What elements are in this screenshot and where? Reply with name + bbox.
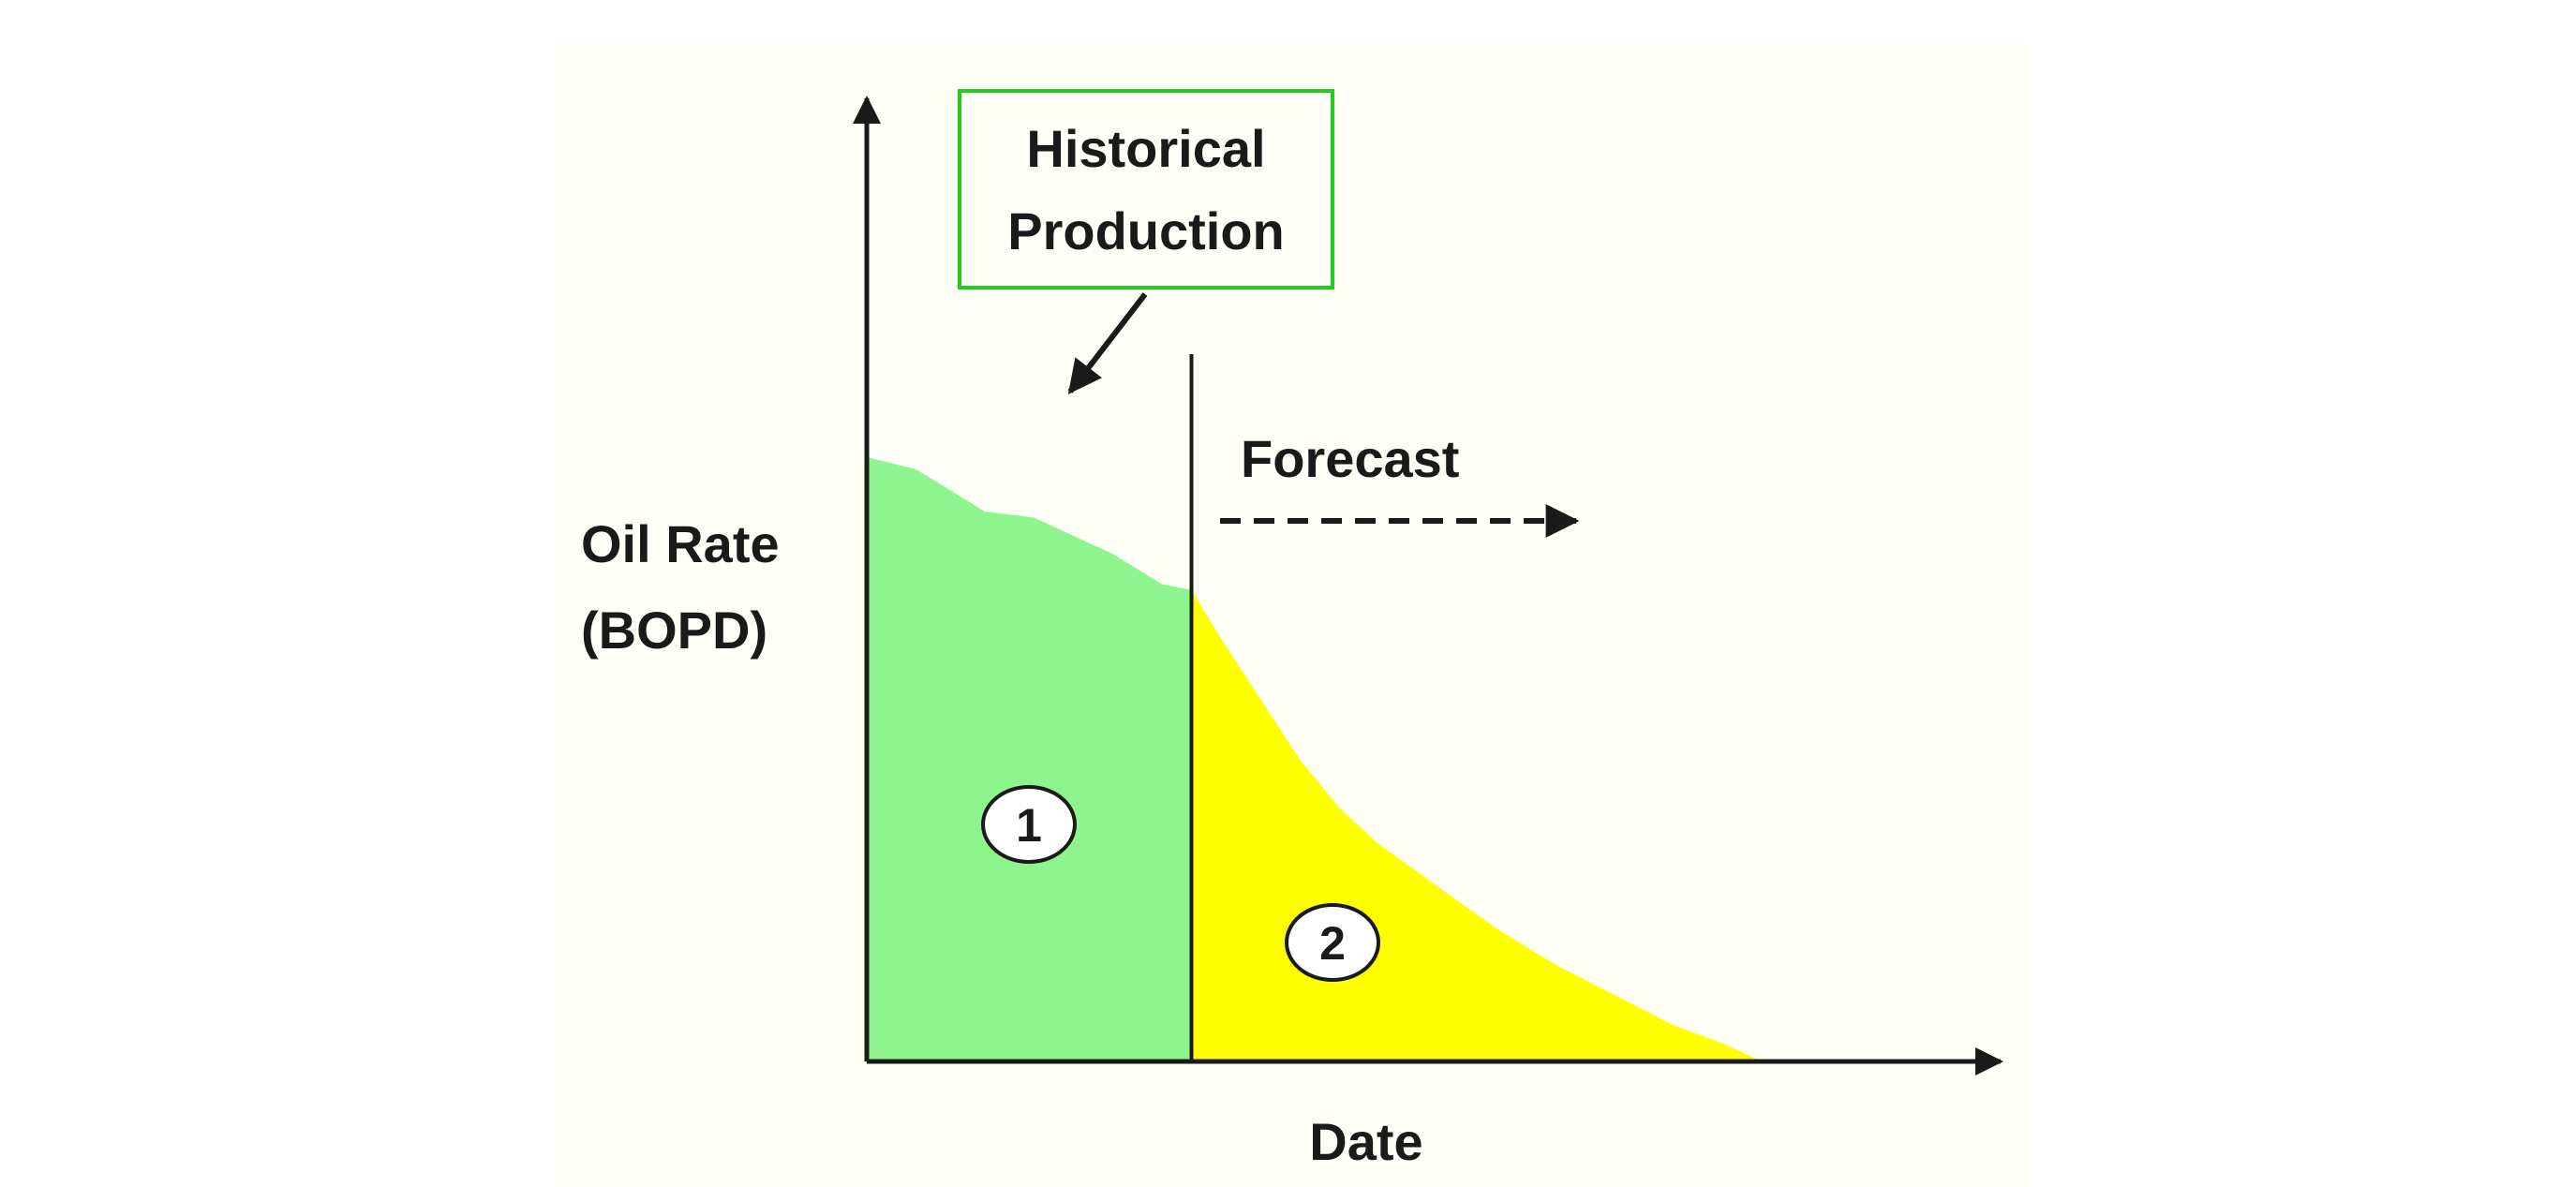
region-2-marker [1285, 903, 1380, 982]
region-1-marker [981, 785, 1077, 864]
historical-production-area [867, 457, 1192, 1061]
forecast-area [1191, 589, 1763, 1061]
historical-production-box [958, 89, 1334, 289]
forecast-label: Forecast [1241, 429, 1459, 488]
y-axis-label-line-1: Oil Rate [581, 514, 780, 573]
historical-pointer-arrow [1067, 292, 1148, 394]
historical-label-line-1: Historical [1026, 119, 1265, 178]
region-1-label: 1 [1016, 799, 1042, 852]
y-axis-label-line-2: (BOPD) [581, 601, 767, 660]
region-2-label: 2 [1319, 917, 1346, 970]
x-axis-label: Date [1309, 1112, 1422, 1171]
historical-label-line-2: Production [1007, 201, 1285, 260]
